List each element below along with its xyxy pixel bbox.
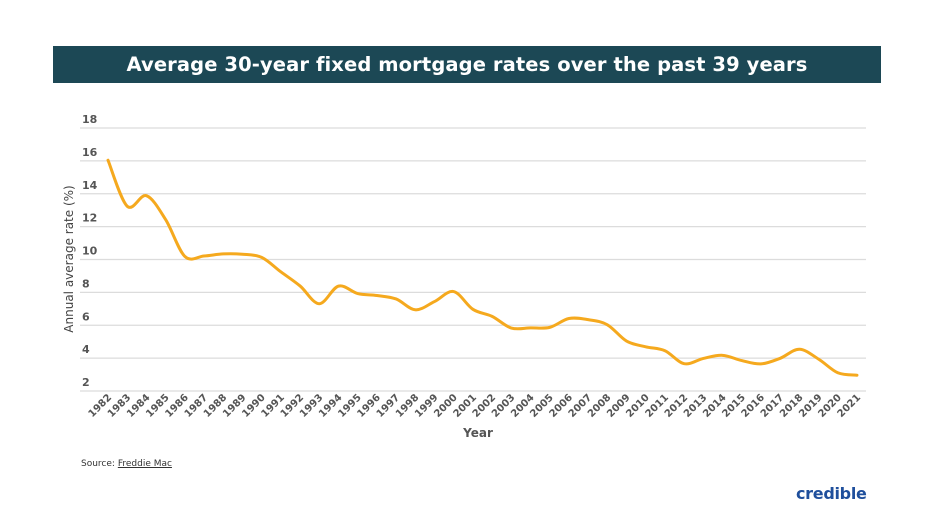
y-tick-label: 6: [82, 310, 90, 323]
y-tick-label: 16: [82, 146, 98, 159]
y-tick-label: 2: [82, 376, 90, 389]
chart-title: Average 30-year fixed mortgage rates ove…: [53, 46, 881, 83]
source-note: Source: Freddie Mac: [81, 459, 172, 469]
y-tick-label: 14: [82, 179, 98, 192]
y-tick-label: 18: [82, 113, 97, 126]
y-tick-label: 10: [82, 245, 98, 258]
x-axis-label: Year: [462, 426, 493, 440]
credible-logo: credible: [796, 484, 867, 503]
y-tick-label: 12: [82, 212, 97, 225]
source-label: Source:: [81, 459, 115, 469]
y-tick-label: 8: [82, 277, 90, 290]
y-tick-label: 4: [82, 343, 90, 356]
series-line: [106, 158, 859, 377]
y-axis-label: Annual average rate (%): [62, 185, 76, 332]
source-link[interactable]: Freddie Mac: [117, 459, 172, 469]
x-tick-labels: 1982198319841985198619871988198919901991…: [87, 392, 863, 419]
gridlines: [80, 127, 866, 392]
y-tick-labels: 2 4 6 8 10 12 14 16 18: [82, 113, 98, 389]
